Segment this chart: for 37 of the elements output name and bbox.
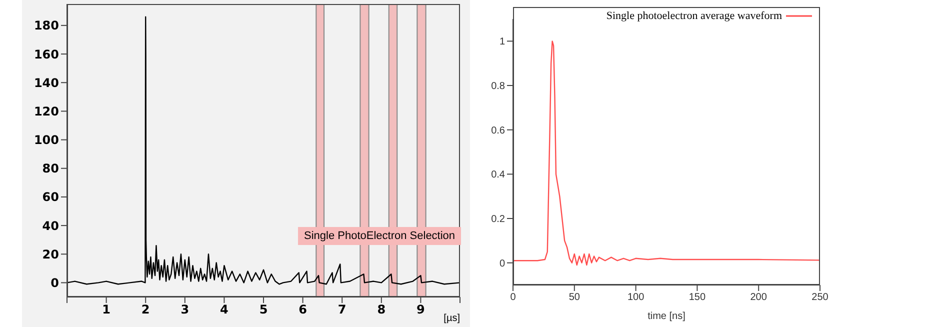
y-tick-label: 180 <box>34 18 59 33</box>
y-tick-label: 1 <box>499 36 506 48</box>
y-tick-label: 0 <box>499 258 506 270</box>
y-tick-label: 140 <box>34 76 59 90</box>
y-tick-label: 80 <box>42 162 59 176</box>
y-tick-label: 40 <box>42 218 59 233</box>
y-tick-label: 0 <box>50 276 59 290</box>
y-tick-label: 0.2 <box>491 214 506 226</box>
line-series <box>67 16 460 285</box>
x-tick-label: 9 <box>416 302 425 317</box>
x-tick-label: 0 <box>510 292 516 304</box>
x-tick-label: 5 <box>259 302 268 317</box>
legend-label: Single photoelectron average waveform <box>606 10 782 22</box>
y-tick-label: 0.4 <box>491 170 506 181</box>
y-tick-label: 160 <box>34 47 59 62</box>
y-tick-label: 120 <box>34 104 59 118</box>
line-series <box>513 40 820 266</box>
x-axis-title: [µs] <box>444 313 460 324</box>
x-tick-label: 8 <box>377 302 386 317</box>
x-tick-label: 3 <box>180 302 190 317</box>
x-tick-label: 250 <box>812 292 829 304</box>
y-tick-label: 60 <box>42 190 59 204</box>
x-tick-label: 50 <box>568 292 580 304</box>
y-tick-label: 20 <box>42 247 59 262</box>
y-tick-label: 0.8 <box>491 81 506 92</box>
x-tick-label: 100 <box>627 292 645 304</box>
annotation: Single PhotoElectron Selection <box>298 227 462 245</box>
x-tick-label: 1 <box>102 302 110 317</box>
x-tick-label: 7 <box>338 302 346 317</box>
x-tick-label: 2 <box>141 302 150 317</box>
x-axis-title: time [ns] <box>648 311 686 322</box>
x-tick-label: 200 <box>750 292 768 304</box>
x-tick-label: 6 <box>298 302 307 317</box>
y-tick-label: 100 <box>34 133 59 148</box>
y-tick-label: 0.6 <box>491 125 506 136</box>
x-tick-label: 4 <box>220 302 228 317</box>
x-tick-label: 150 <box>688 292 706 304</box>
